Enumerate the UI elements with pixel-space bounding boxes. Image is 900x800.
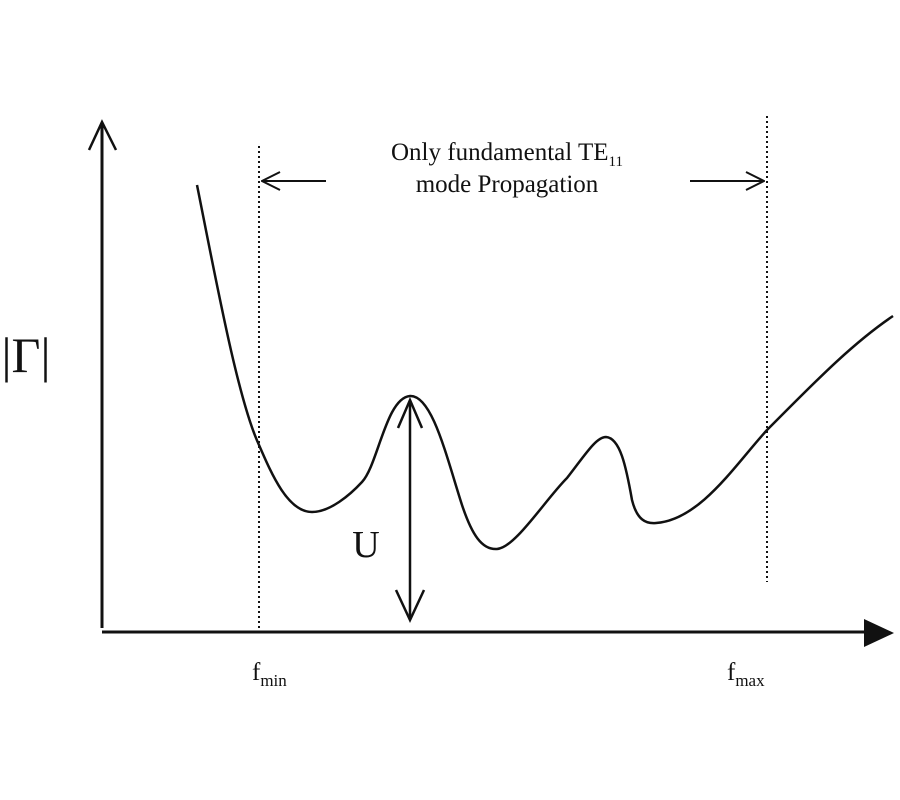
depth-arrow-bottom-head (394, 589, 426, 623)
reflection-curve (195, 184, 894, 551)
band-annotation-line2: mode Propagation (416, 171, 599, 198)
depth-label: U (352, 524, 379, 566)
x-axis-arrowhead (864, 619, 894, 647)
fmin-base: f (252, 659, 261, 686)
band-annotation-line1: Only fundamental TE11 (391, 139, 623, 170)
y-axis-arrowhead (87, 119, 118, 151)
fmax-label: fmax (727, 659, 765, 690)
y-axis-label: |Γ| (2, 327, 51, 383)
depth-arrow-top-head (396, 396, 424, 429)
fmax-subscript: max (735, 671, 765, 690)
band-annotation-main: Only fundamental TE (391, 139, 609, 166)
fmin-label: fmin (252, 659, 287, 690)
fmax-base: f (727, 659, 736, 686)
band-annotation-subscript: 11 (609, 154, 623, 170)
fmin-subscript: min (260, 671, 287, 690)
